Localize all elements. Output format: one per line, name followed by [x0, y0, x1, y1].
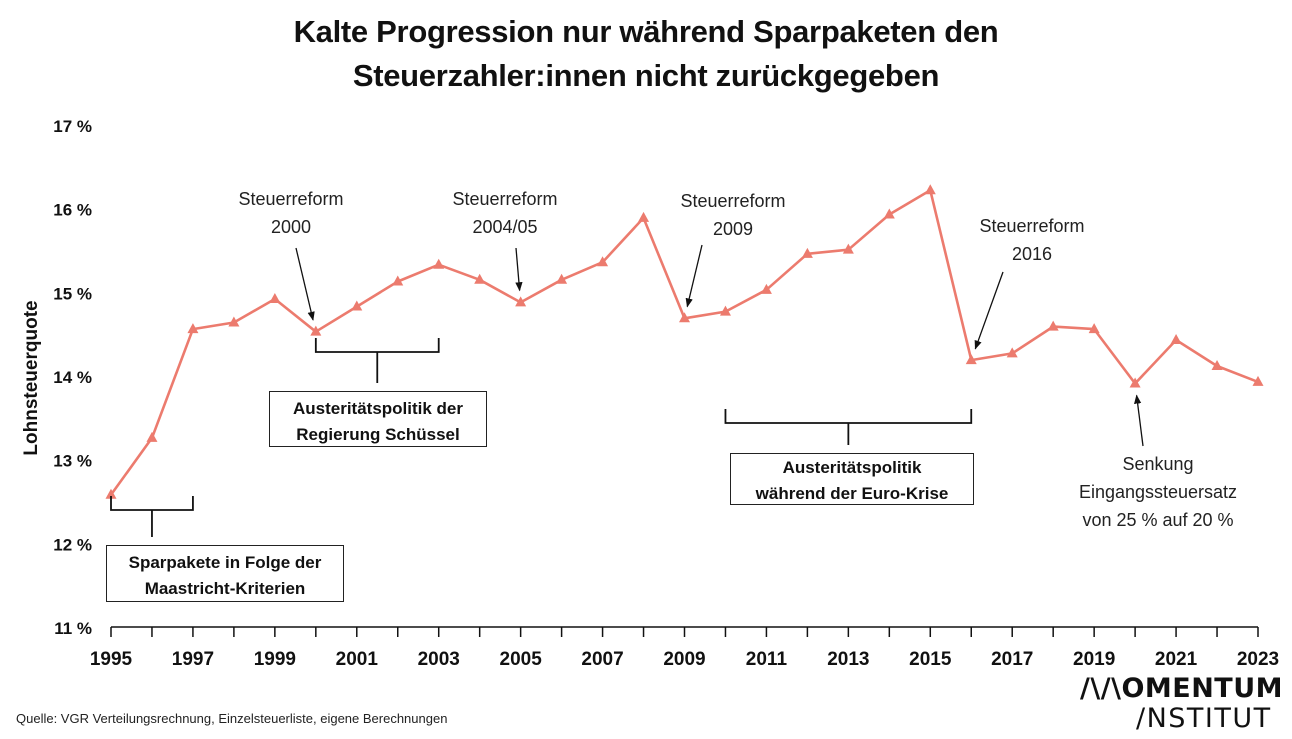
data-point-marker	[228, 316, 240, 327]
data-point-marker	[638, 211, 650, 222]
x-tick-label: 2007	[581, 649, 623, 670]
data-point-marker	[760, 283, 772, 294]
data-point-marker	[1170, 334, 1182, 345]
x-tick-label: 2021	[1155, 649, 1198, 670]
source-note: Quelle: VGR Verteilungsrechnung, Einzels…	[16, 711, 448, 726]
period-box-euro-krise-line-2: während der Euro-Krise	[755, 484, 949, 503]
data-point-marker	[392, 275, 404, 286]
y-tick-label: 16 %	[53, 201, 92, 220]
data-point-marker	[801, 247, 813, 258]
data-point-marker	[1252, 375, 1264, 386]
period-box-schuessel-line-1: Austeritätspolitik der	[292, 399, 464, 418]
data-point-marker	[556, 273, 568, 284]
annotation-senkung-line-1: Senkung	[1122, 454, 1194, 474]
data-point-marker	[1006, 347, 1018, 358]
data-point-marker	[719, 305, 731, 316]
data-point-marker	[515, 296, 527, 307]
x-tick-label: 2011	[746, 649, 788, 670]
x-tick-label: 2015	[909, 649, 952, 670]
y-tick-label: 12 %	[53, 535, 92, 554]
period-box-schuessel-line-2: Regierung Schüssel	[296, 425, 460, 444]
data-point-marker	[597, 256, 609, 267]
data-point-marker	[1211, 359, 1223, 370]
momentum-institut-logo: /\/\OMENTUM /NSTITUT	[1080, 673, 1284, 734]
data-point-marker	[1047, 320, 1059, 331]
data-point-marker	[679, 312, 690, 323]
x-tick-label: 2017	[991, 649, 1033, 670]
data-point-marker	[924, 184, 936, 195]
period-box-maastricht-line-2: Maastricht-Kriterien	[144, 579, 306, 598]
y-tick-label: 14 %	[53, 368, 92, 387]
annotation-arrow	[515, 247, 523, 292]
annotation-steuerreform-2016: Steuerreform 2016	[962, 212, 1102, 268]
period-box-maastricht-line-1: Sparpakete in Folge der	[128, 553, 322, 572]
x-tick-label: 2009	[663, 649, 705, 670]
annotation-senkung-eingangssteuersatz: Senkung Eingangssteuersatz von 25 % auf …	[1058, 450, 1258, 534]
annotation-2004-05-line-1: Steuerreform	[452, 189, 558, 209]
data-point-marker	[1129, 377, 1141, 388]
period-bracket	[314, 338, 440, 353]
annotation-2000-line-1: Steuerreform	[238, 189, 344, 209]
chart-title: Kalte Progression nur während Sparpakete…	[0, 10, 1292, 98]
annotation-senkung-line-3: von 25 % auf 20 %	[1082, 510, 1234, 530]
annotation-2004-05-line-2: 2004/05	[472, 217, 538, 237]
data-point-marker	[351, 300, 363, 311]
data-point-marker	[1088, 323, 1100, 334]
annotation-2009-line-1: Steuerreform	[680, 191, 786, 211]
period-box-euro-krise: Austeritätspolitik während der Euro-Kris…	[730, 453, 974, 505]
annotation-arrow	[685, 244, 703, 308]
data-point-marker	[269, 293, 281, 304]
annotation-steuerreform-2000: Steuerreform 2000	[221, 185, 361, 241]
x-tick-label: 1997	[172, 649, 214, 670]
x-tick-label: 2019	[1073, 649, 1115, 670]
x-tick-label: 2023	[1237, 649, 1279, 670]
annotation-steuerreform-2004-05: Steuerreform 2004/05	[435, 185, 575, 241]
data-point-marker	[433, 258, 445, 269]
period-box-maastricht: Sparpakete in Folge der Maastricht-Krite…	[106, 545, 344, 602]
chart-title-line-1: Kalte Progression nur während Sparpakete…	[293, 14, 999, 49]
x-tick-label: 1999	[254, 649, 296, 670]
x-tick-label: 2005	[500, 649, 543, 670]
logo-line-2: /NSTITUT	[1136, 703, 1272, 734]
period-box-euro-krise-line-1: Austeritätspolitik	[782, 458, 922, 477]
x-tick-label: 2013	[827, 649, 869, 670]
y-tick-label: 11 %	[54, 619, 92, 638]
annotation-2016-line-2: 2016	[1011, 244, 1053, 264]
data-point-marker	[842, 243, 854, 254]
y-tick-label: 17 %	[53, 117, 92, 136]
annotation-arrow	[295, 247, 315, 321]
period-bracket	[724, 409, 973, 424]
annotation-arrow	[974, 271, 1004, 350]
data-point-marker	[187, 323, 199, 334]
annotation-steuerreform-2009: Steuerreform 2009	[663, 187, 803, 243]
annotation-2009-line-2: 2009	[712, 219, 754, 239]
annotation-2000-line-2: 2000	[270, 217, 312, 237]
y-tick-label: 15 %	[53, 284, 92, 303]
annotation-arrow-up	[1134, 394, 1144, 447]
data-point-marker	[310, 325, 322, 336]
period-box-schuessel: Austeritätspolitik der Regierung Schüsse…	[269, 391, 487, 447]
data-point-marker	[146, 431, 158, 442]
y-tick-label: 13 %	[53, 452, 92, 471]
data-point-marker	[474, 273, 486, 284]
x-tick-label: 2001	[336, 649, 379, 670]
annotation-senkung-line-2: Eingangssteuersatz	[1078, 482, 1238, 502]
x-tick-label: 2003	[418, 649, 460, 670]
logo-line-1: /\/\OMENTUM	[1080, 673, 1284, 704]
data-point-marker	[965, 354, 977, 365]
period-bracket	[110, 496, 194, 511]
data-point-marker	[883, 208, 895, 219]
annotation-2016-line-1: Steuerreform	[979, 216, 1085, 236]
y-axis-label: Lohnsteuerquote	[21, 300, 42, 455]
data-point-marker	[105, 488, 117, 499]
x-tick-label: 1995	[90, 649, 133, 670]
chart-title-line-2: Steuerzahler:innen nicht zurückgegeben	[352, 58, 940, 93]
